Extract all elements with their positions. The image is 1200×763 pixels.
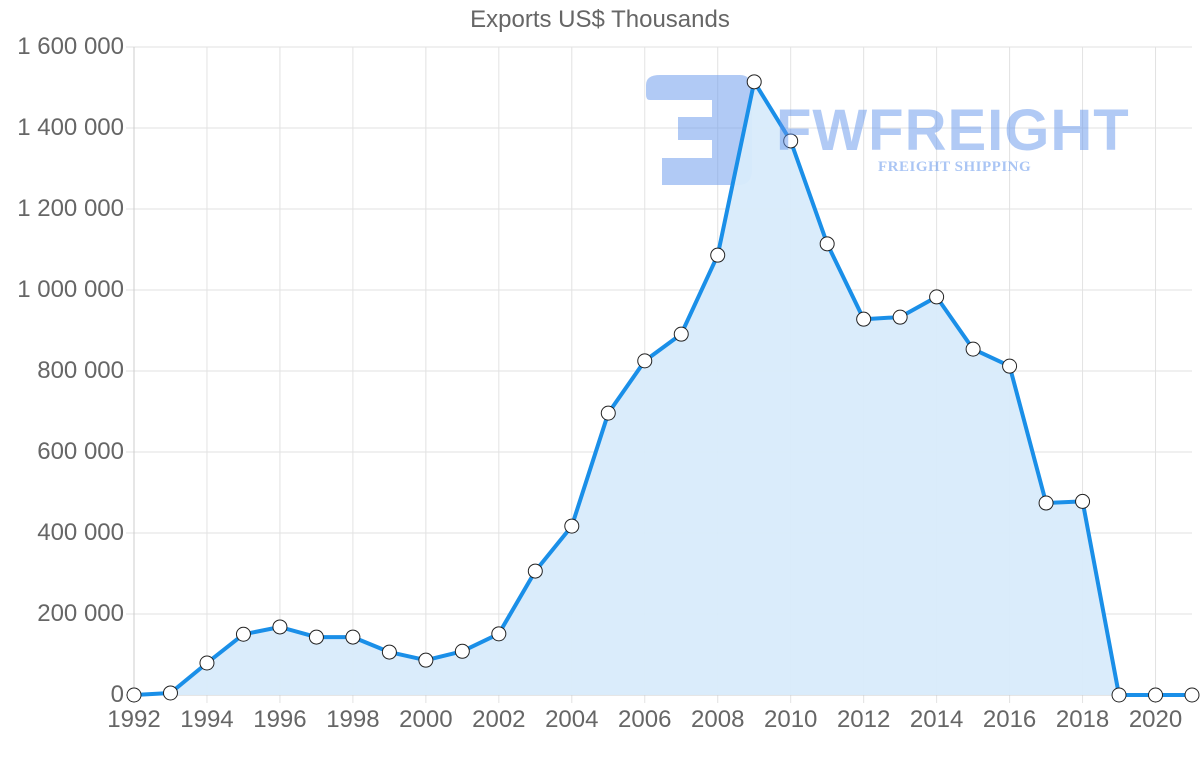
data-point[interactable] xyxy=(381,644,397,660)
y-tick-label: 1 000 000 xyxy=(17,276,124,303)
x-tick-label: 1994 xyxy=(180,706,234,733)
chart-title: Exports US$ Thousands xyxy=(470,6,730,33)
x-tick-label: 2008 xyxy=(691,706,745,733)
data-point[interactable] xyxy=(345,629,361,645)
x-tick-label: 2020 xyxy=(1128,706,1183,733)
data-point[interactable] xyxy=(1075,493,1091,509)
data-point[interactable] xyxy=(1148,687,1164,703)
x-tick-label: 2014 xyxy=(909,706,964,733)
data-point[interactable] xyxy=(235,626,251,642)
x-tick-label: 2012 xyxy=(836,706,891,733)
data-point[interactable] xyxy=(308,629,324,645)
y-tick-label: 0 xyxy=(110,681,124,708)
y-tick-label: 1 400 000 xyxy=(17,114,124,141)
data-point[interactable] xyxy=(673,326,689,342)
watermark-brand: FWFREIGHT xyxy=(776,98,1130,163)
data-point[interactable] xyxy=(1002,358,1018,374)
brand-logo-icon xyxy=(646,75,752,185)
data-point[interactable] xyxy=(454,643,470,659)
y-tick-label: 1 200 000 xyxy=(17,195,124,222)
x-tick-label: 2018 xyxy=(1055,706,1110,733)
x-tick-label: 2000 xyxy=(399,706,453,733)
area-fill xyxy=(134,81,1192,696)
x-tick-label: 2002 xyxy=(472,706,526,733)
y-tick-label: 400 000 xyxy=(37,519,124,546)
data-point[interactable] xyxy=(783,133,799,149)
data-point[interactable] xyxy=(965,341,981,357)
data-point[interactable] xyxy=(929,289,945,305)
data-point[interactable] xyxy=(491,626,507,642)
y-tick-label: 800 000 xyxy=(37,357,124,384)
data-point[interactable] xyxy=(1038,495,1054,511)
data-point[interactable] xyxy=(564,518,580,534)
x-tick-label: 2004 xyxy=(545,706,599,733)
data-point[interactable] xyxy=(527,563,543,579)
x-tick-label: 2016 xyxy=(982,706,1037,733)
data-point[interactable] xyxy=(1184,687,1200,703)
data-point[interactable] xyxy=(637,353,653,369)
data-point[interactable] xyxy=(1111,687,1127,703)
watermark-tagline: FREIGHT SHIPPING xyxy=(878,159,1032,175)
x-tick-label: 2010 xyxy=(763,706,818,733)
data-points xyxy=(126,74,1200,703)
data-point[interactable] xyxy=(272,619,288,635)
data-point[interactable] xyxy=(600,405,616,421)
data-point[interactable] xyxy=(892,309,908,325)
y-tick-label: 200 000 xyxy=(37,600,124,627)
data-point[interactable] xyxy=(126,687,142,703)
x-tick-label: 1996 xyxy=(253,706,307,733)
y-tick-label: 600 000 xyxy=(37,438,124,465)
x-tick-label: 1998 xyxy=(326,706,380,733)
x-tick-label: 2006 xyxy=(618,706,672,733)
x-tick-label: 1992 xyxy=(107,706,161,733)
data-point[interactable] xyxy=(162,685,178,701)
y-tick-label: 1 600 000 xyxy=(17,33,124,60)
data-point[interactable] xyxy=(746,74,762,90)
data-point[interactable] xyxy=(199,655,215,671)
data-point[interactable] xyxy=(856,311,872,327)
data-point[interactable] xyxy=(418,652,434,668)
data-point[interactable] xyxy=(819,236,835,252)
data-point[interactable] xyxy=(710,247,726,263)
